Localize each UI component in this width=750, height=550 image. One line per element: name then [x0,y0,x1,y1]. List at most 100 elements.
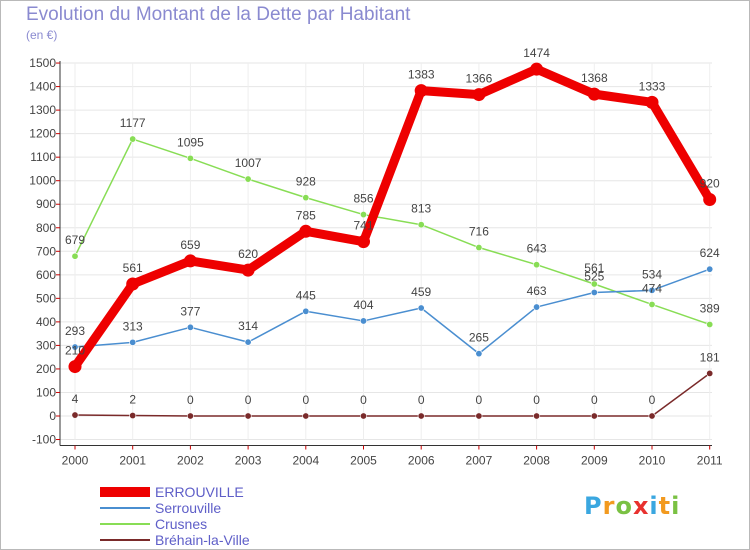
x-tick-label: 2007 [466,454,493,468]
data-label: 0 [187,393,194,407]
data-point [648,300,656,308]
series-line-0 [71,64,714,370]
x-tick-label: 2009 [581,454,608,468]
legend-item: Crusnes [100,516,300,532]
series-line-1 [74,268,710,355]
logo-letter: i [649,492,659,520]
y-tick-label: 1200 [29,127,56,141]
data-point [706,369,714,377]
data-point [645,95,659,109]
x-tick-label: 2010 [639,454,666,468]
logo-letter: i [671,492,681,520]
data-label: 561 [584,261,604,275]
legend-swatch [100,487,150,497]
data-label: 0 [302,393,309,407]
data-label: 0 [245,393,252,407]
data-point [359,412,367,420]
data-label: 181 [700,350,720,364]
data-label: 643 [527,242,547,256]
legend-swatch [100,507,150,509]
legend-item: ERROUVILLE [100,484,300,500]
data-label: 928 [296,175,316,189]
data-label: 313 [123,319,143,333]
data-point [357,235,370,249]
y-tick-label: 300 [36,338,56,352]
data-point [71,343,79,351]
x-tick-label: 2002 [177,454,204,468]
data-label: 293 [65,324,85,338]
data-label: 377 [180,304,200,318]
x-tick-label: 2001 [119,454,146,468]
legend-label: ERROUVILLE [155,484,244,500]
data-label: 620 [238,247,258,261]
data-point [648,286,656,294]
data-point [186,154,194,162]
data-point [71,252,79,260]
logo-letter: P [584,492,603,520]
data-label: 0 [360,393,367,407]
data-label: 1368 [581,71,608,85]
data-label: 445 [296,288,316,302]
data-point [414,84,428,98]
data-point [183,254,197,268]
data-label: 534 [642,267,662,281]
y-tick-label: 600 [36,268,56,282]
data-label: 1383 [408,68,435,82]
logo-letter: x [632,492,650,520]
legend-swatch [100,523,150,525]
data-point [533,303,541,311]
data-point [706,265,714,273]
data-label: 2 [129,393,136,407]
y-tick-label: 700 [36,244,56,258]
data-point [590,280,598,288]
data-point [126,277,140,291]
data-point [129,338,137,346]
data-point [533,412,541,420]
data-point [530,62,544,76]
data-point [472,88,486,102]
data-label: 1474 [523,46,550,60]
x-tick-label: 2003 [235,454,262,468]
logo-letter: t [658,492,672,520]
data-point [475,412,483,420]
data-point [590,412,598,420]
data-label: 679 [65,233,85,247]
data-label: 314 [238,319,258,333]
y-tick-label: 1100 [30,150,56,164]
legend-item: Bréhain-la-Ville [100,532,300,548]
data-point [417,304,425,312]
data-label: 716 [469,225,489,239]
data-point [241,263,255,277]
data-label: 785 [296,208,316,222]
series-line-3 [74,372,711,417]
y-tick-label: 1400 [29,80,56,94]
data-label: 389 [700,301,720,315]
data-label: 1366 [466,72,493,86]
data-point [417,412,425,420]
data-point [244,338,252,346]
data-label: 741 [353,219,373,233]
chart-title: Evolution du Montant de la Dette par Hab… [26,4,411,25]
data-point [590,288,598,296]
y-tick-label: 1300 [29,103,56,117]
data-label: 813 [411,202,431,216]
x-tick-label: 2011 [697,454,723,468]
data-point [302,307,310,315]
y-tick-label: 400 [36,315,56,329]
data-point [186,412,194,420]
y-tick-label: 800 [36,221,56,235]
data-label: 265 [469,331,489,345]
data-label: 474 [642,281,662,295]
y-tick-label: 1000 [29,174,56,188]
data-label: 659 [180,238,200,252]
data-label: 210 [65,344,85,358]
y-tick-label: 100 [36,385,56,399]
x-tick-label: 2005 [350,454,377,468]
legend-label: Crusnes [155,516,208,532]
data-point [244,412,252,420]
data-point [587,87,601,101]
data-point [475,244,483,252]
data-label: 404 [353,298,373,312]
data-point [706,320,714,328]
data-label: 459 [411,285,431,299]
